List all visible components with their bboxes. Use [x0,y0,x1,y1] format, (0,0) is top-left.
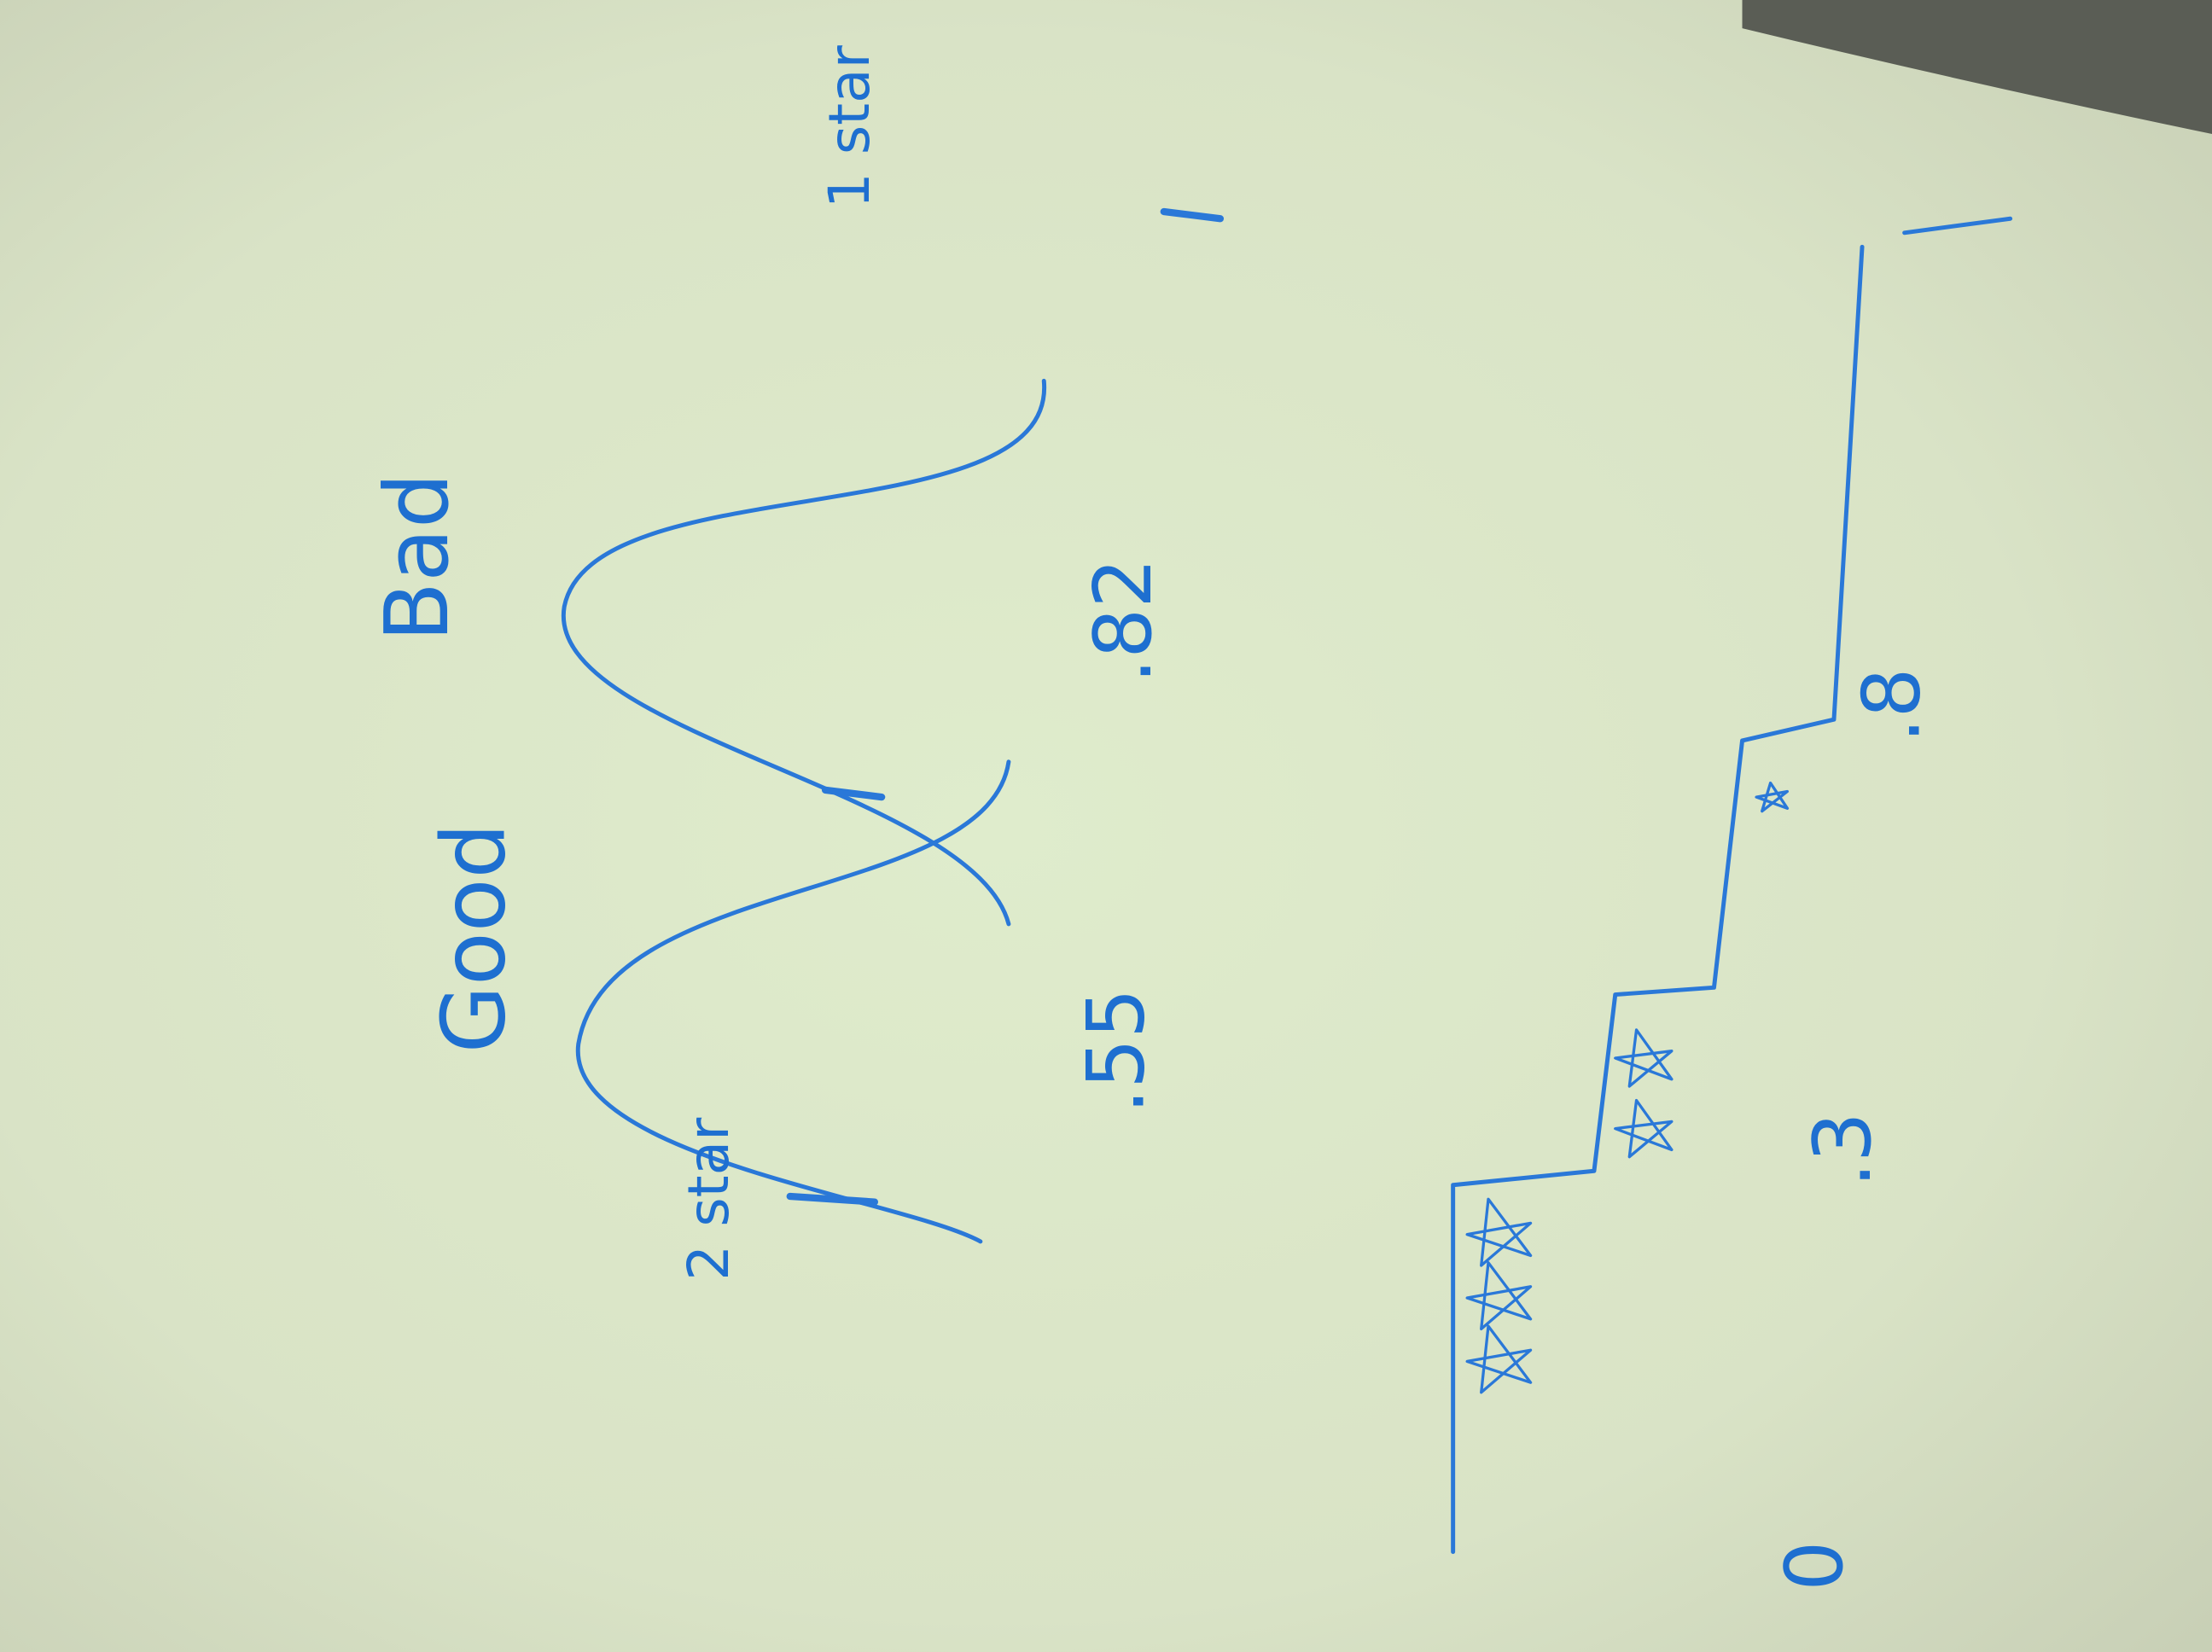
threshold-tick [1160,207,1225,223]
bad-curve [562,378,1046,927]
stars [1465,781,1790,1394]
label-two-star: 2 star [676,1117,742,1281]
label-right-value: .82 [1077,558,1169,683]
label-step-middle: .3 [1796,1112,1889,1187]
label-bad: Bad [367,473,469,642]
label-good: Good [423,823,525,1053]
label-one-star: 1 star [817,44,882,208]
threshold-tick [821,786,886,801]
label-step-bottom: 0 [1768,1541,1860,1591]
label-step-top: .8 [1846,667,1938,742]
label-left-value: .55 [1070,988,1162,1114]
stair-tick [1902,216,2013,236]
threshold-tick [786,1192,879,1206]
staircase [1451,244,1865,1555]
board-frame [1742,0,2212,135]
good-curve [576,759,1011,1244]
